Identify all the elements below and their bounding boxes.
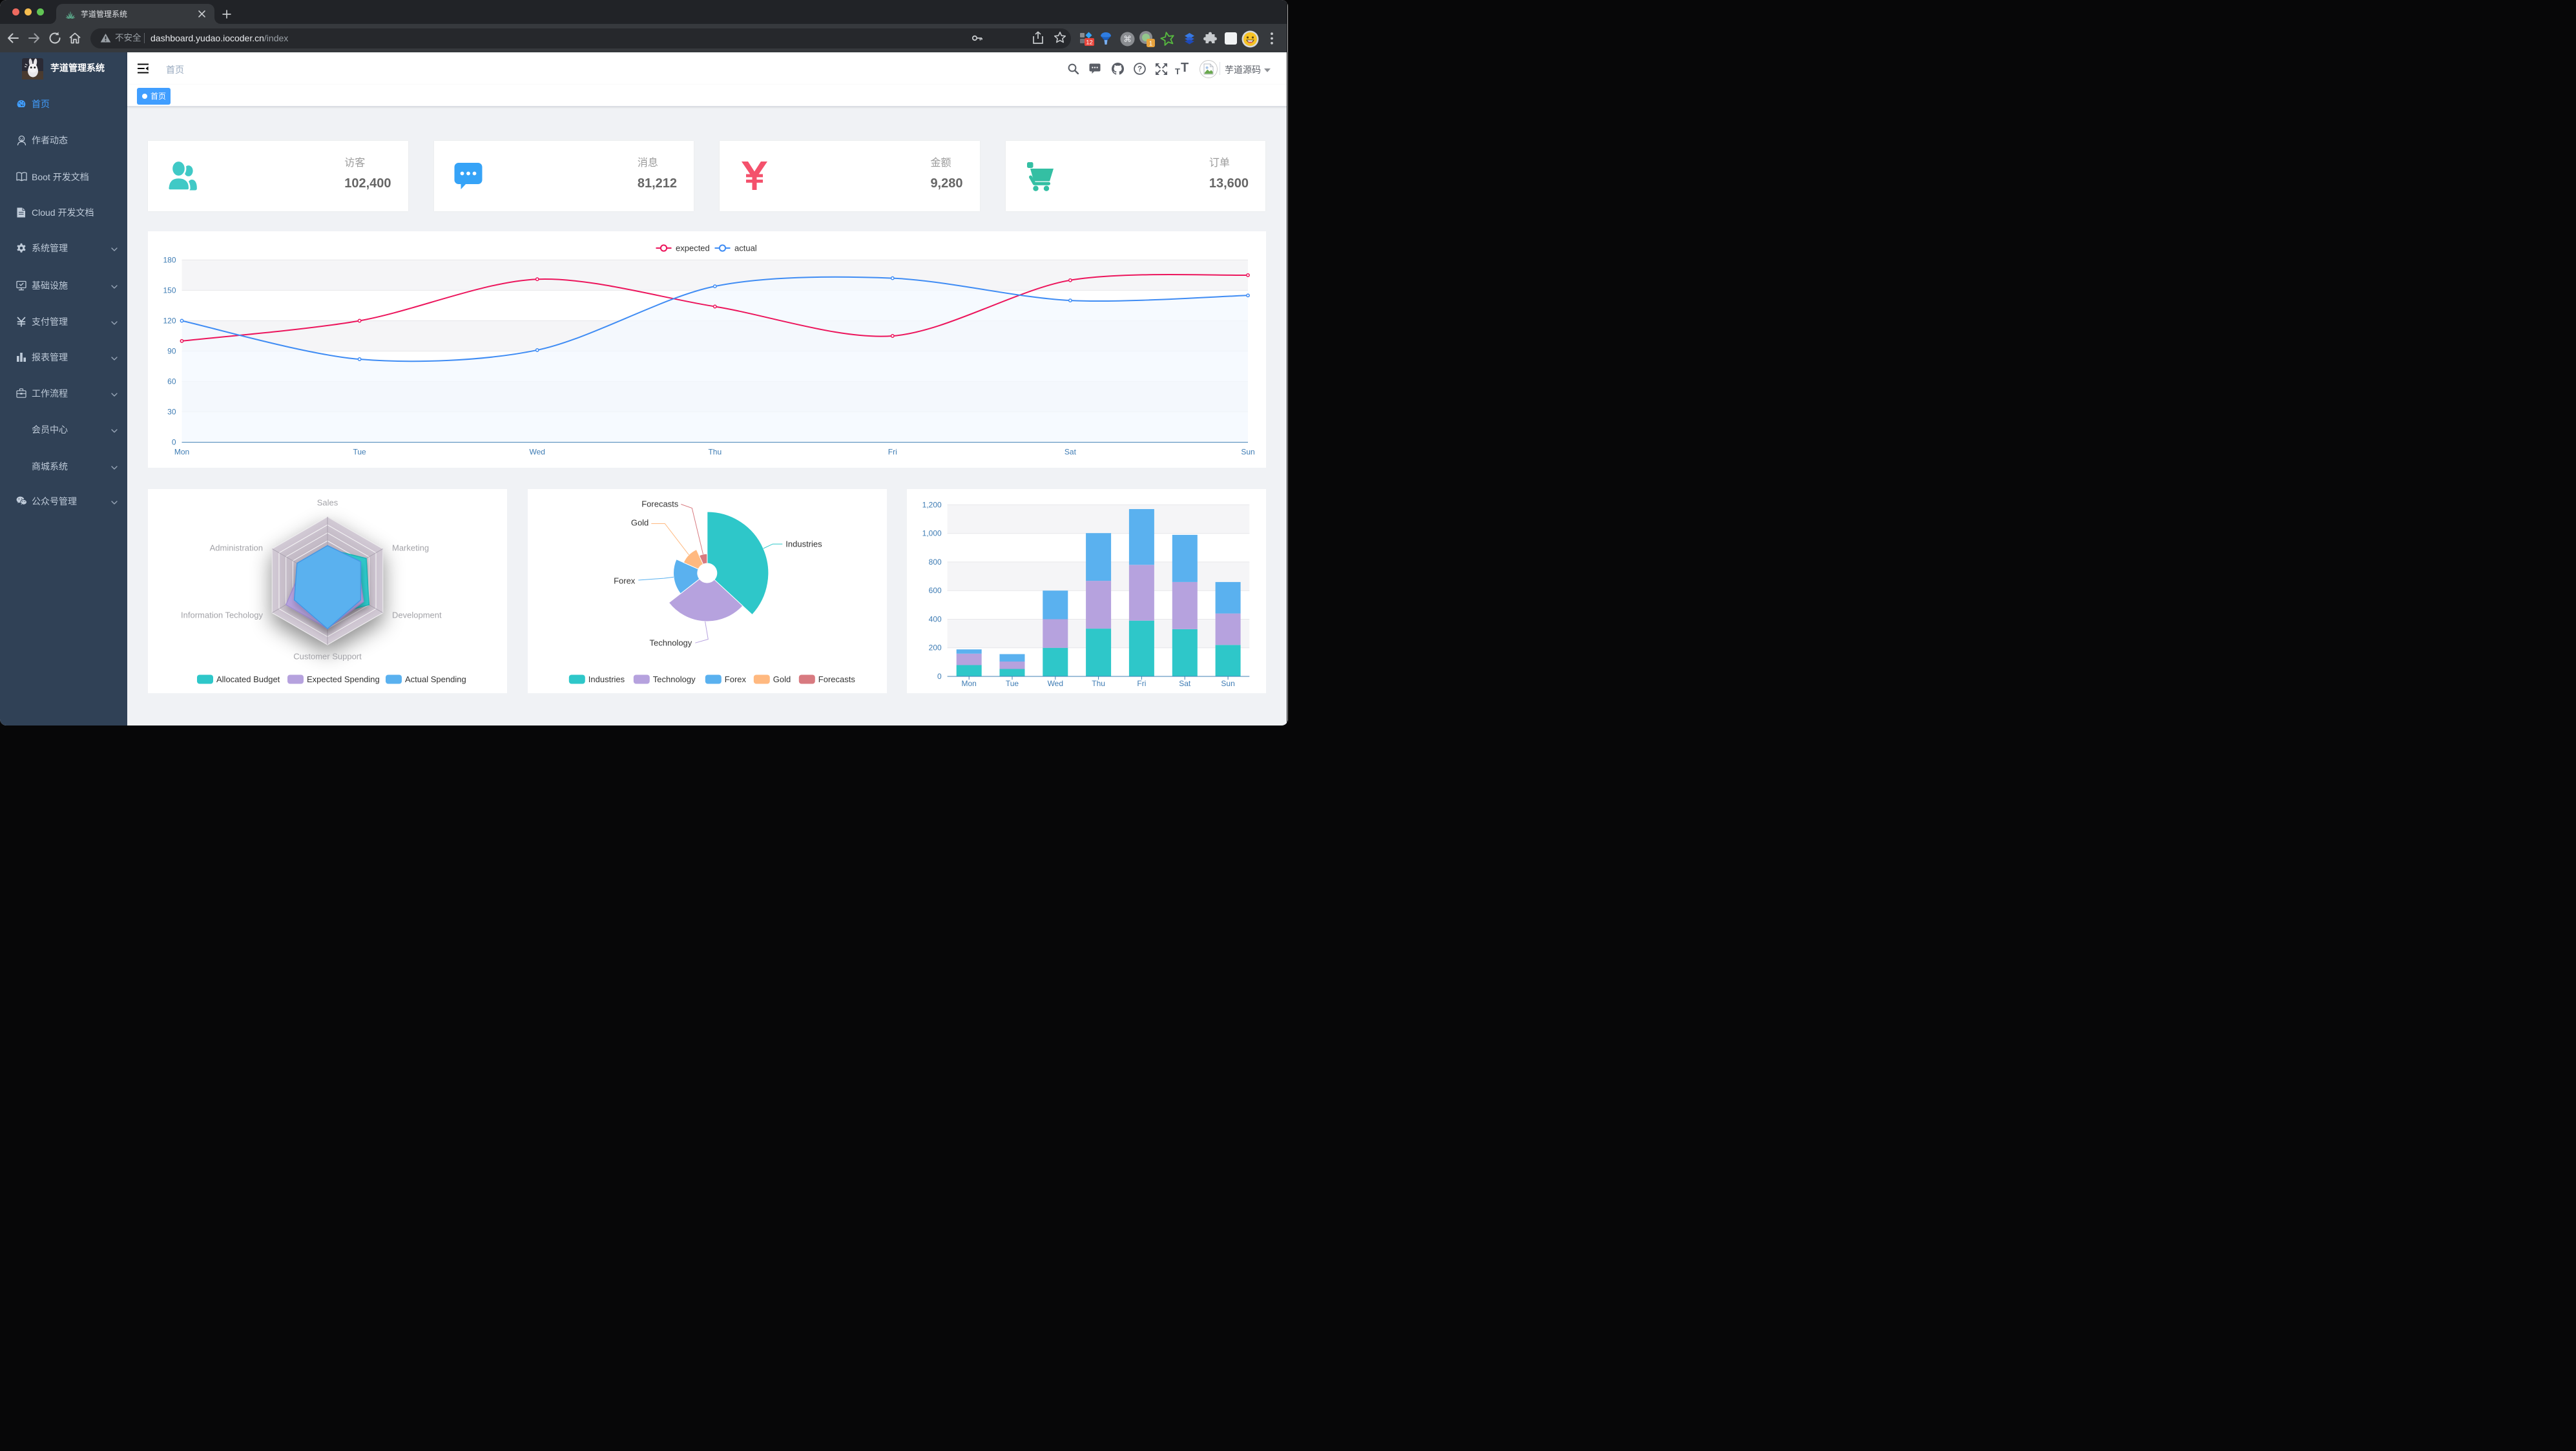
svg-text:Forecasts: Forecasts [818, 674, 855, 684]
svg-text:actual: actual [734, 244, 757, 253]
svg-text:Forex: Forex [614, 576, 636, 585]
svg-text:Sat: Sat [1065, 448, 1077, 457]
svg-text:90: 90 [167, 347, 176, 356]
svg-text:12: 12 [1086, 39, 1093, 47]
svg-text:Information Techology: Information Techology [181, 610, 263, 620]
svg-text:1,200: 1,200 [922, 500, 942, 509]
svg-text:Thu: Thu [708, 448, 722, 457]
svg-text:Thu: Thu [1092, 679, 1106, 688]
svg-text:Forex: Forex [724, 674, 746, 684]
svg-text:Sun: Sun [1241, 448, 1254, 457]
svg-text:1: 1 [1149, 40, 1153, 47]
svg-text:Wed: Wed [1048, 679, 1063, 688]
svg-text:Marketing: Marketing [392, 543, 429, 552]
svg-text:Mon: Mon [962, 679, 977, 688]
svg-text:0: 0 [937, 672, 942, 681]
svg-text:120: 120 [163, 317, 176, 326]
svg-text:Development: Development [392, 610, 442, 620]
svg-text:0: 0 [172, 438, 176, 447]
svg-text:?: ? [1137, 66, 1142, 74]
svg-text:Allocated Budget: Allocated Budget [216, 674, 280, 684]
svg-text:Forecasts: Forecasts [641, 499, 679, 508]
svg-text:Wed: Wed [529, 448, 545, 457]
svg-text:800: 800 [929, 557, 942, 566]
svg-text:Sun: Sun [1221, 679, 1235, 688]
svg-text:Technology: Technology [649, 638, 692, 647]
svg-text:Sales: Sales [317, 497, 338, 507]
svg-text:Customer Support: Customer Support [293, 651, 362, 661]
svg-text:Gold: Gold [631, 517, 649, 527]
svg-text:Mon: Mon [174, 448, 189, 457]
svg-text:⌘: ⌘ [1123, 34, 1132, 44]
svg-text:200: 200 [929, 643, 942, 652]
svg-text:Sat: Sat [1179, 679, 1191, 688]
svg-text:Tue: Tue [1006, 679, 1019, 688]
svg-text:Industries: Industries [588, 674, 625, 684]
svg-text:Actual Spending: Actual Spending [405, 674, 466, 684]
svg-text:180: 180 [163, 255, 176, 264]
svg-text:Fri: Fri [1137, 679, 1147, 688]
svg-text:600: 600 [929, 586, 942, 595]
svg-text:Technology: Technology [652, 674, 695, 684]
svg-text:30: 30 [167, 408, 176, 417]
svg-text:400: 400 [929, 614, 942, 623]
svg-text:expected: expected [676, 244, 710, 253]
svg-text:Administration: Administration [210, 543, 263, 552]
svg-text:60: 60 [167, 377, 176, 386]
svg-text:Industries: Industries [785, 539, 822, 548]
svg-text:Fri: Fri [888, 448, 897, 457]
svg-text:Expected Spending: Expected Spending [307, 674, 380, 684]
svg-text:Gold: Gold [773, 674, 790, 684]
svg-text:150: 150 [163, 286, 176, 295]
svg-text:Tue: Tue [353, 448, 366, 457]
svg-text:1,000: 1,000 [922, 528, 942, 538]
